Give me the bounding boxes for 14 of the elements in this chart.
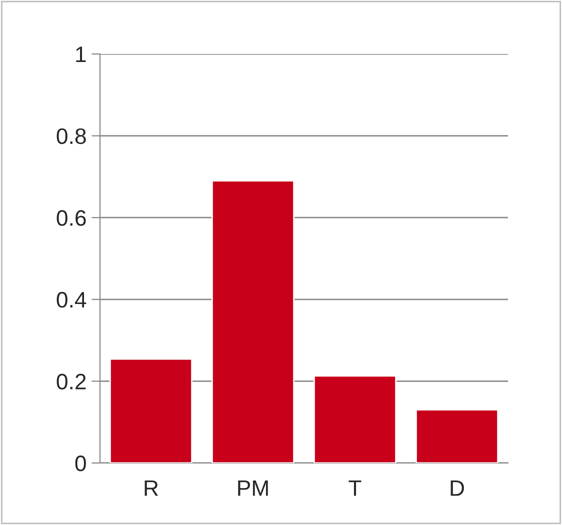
- bar: [314, 375, 396, 463]
- bar: [110, 358, 192, 463]
- y-tick-label: 1: [76, 46, 86, 62]
- y-tick-label: 0.2: [56, 374, 86, 390]
- y-tick-label: 0.8: [56, 128, 86, 144]
- x-tick-label: PM: [238, 480, 268, 496]
- y-tick-label: 0: [75, 456, 86, 472]
- bar: [212, 180, 294, 463]
- bar: [416, 409, 498, 463]
- x-tick-label: D: [450, 480, 464, 496]
- y-tick-label: 0.6: [56, 210, 86, 226]
- y-tick-label: 0.4: [56, 292, 86, 308]
- x-tick-label: T: [348, 480, 362, 496]
- x-tick-label: R: [144, 480, 158, 496]
